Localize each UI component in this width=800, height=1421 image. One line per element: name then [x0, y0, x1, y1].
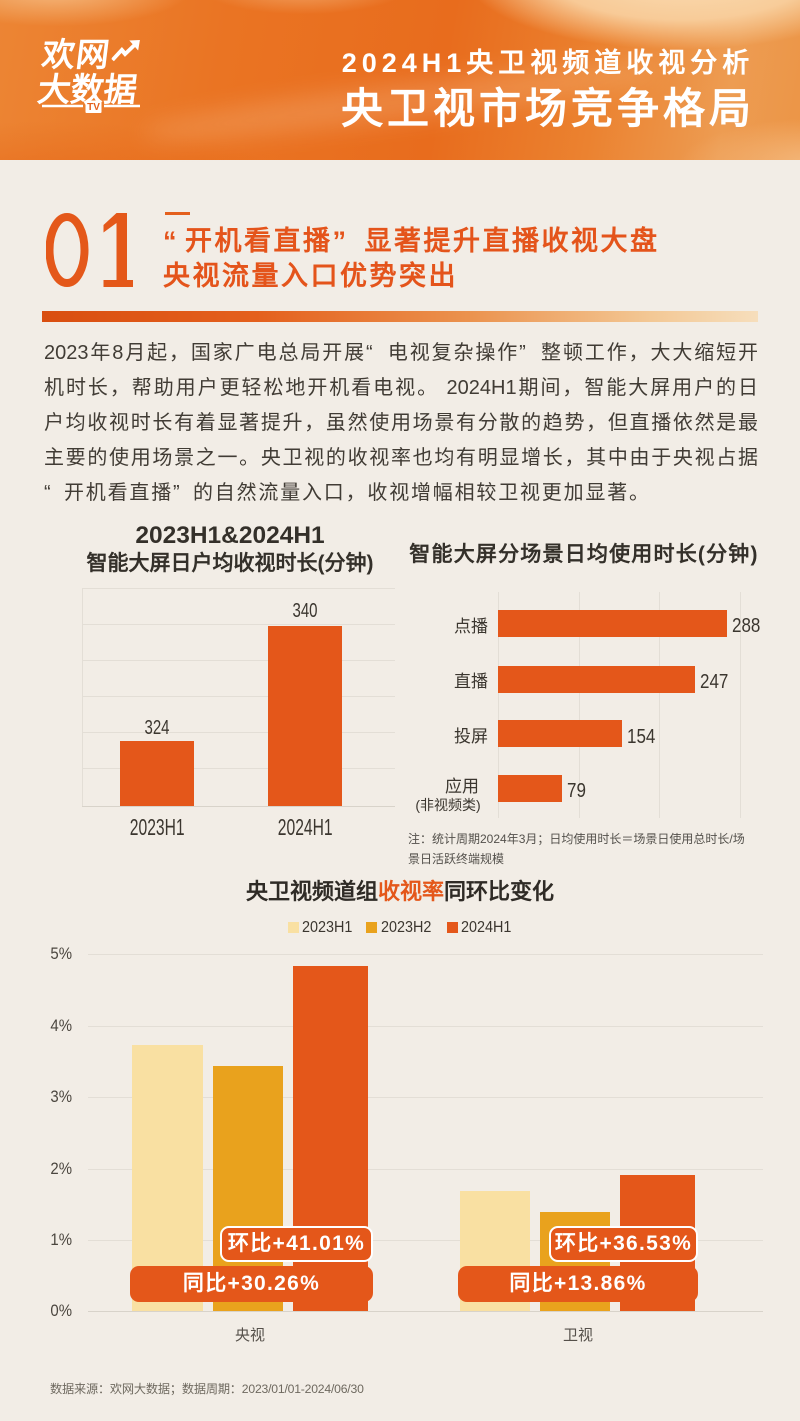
svg-text:TV: TV	[87, 102, 100, 113]
